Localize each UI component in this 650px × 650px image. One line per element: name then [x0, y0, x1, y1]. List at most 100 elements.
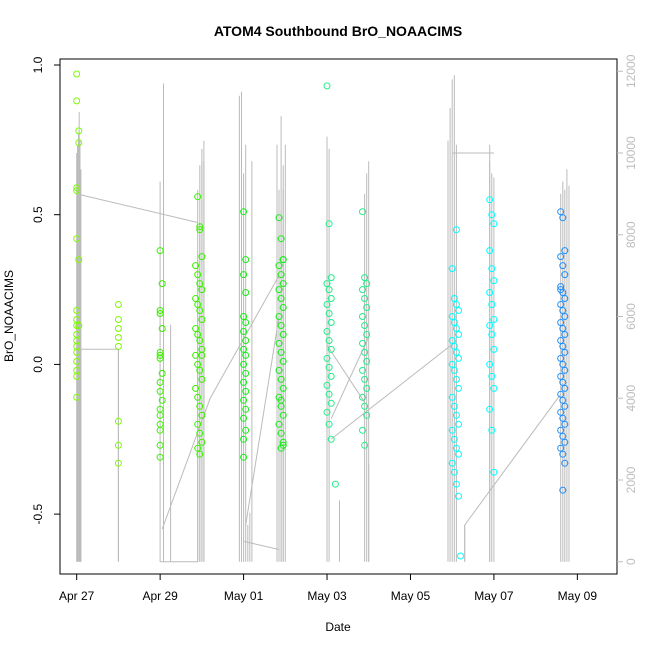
data-point: [277, 295, 285, 302]
data-point: [359, 366, 366, 374]
data-point: [192, 384, 200, 392]
data-point: [275, 420, 283, 428]
data-point: [194, 193, 202, 201]
data-point: [279, 441, 287, 449]
data-point: [196, 402, 204, 410]
data-point: [325, 390, 333, 398]
data-point: [557, 354, 565, 362]
data-point: [557, 444, 565, 452]
data-point: [561, 313, 569, 320]
data-point: [559, 486, 567, 494]
y2-tick-label: 4000: [624, 385, 638, 412]
data-point: [325, 337, 333, 344]
data-point: [73, 322, 81, 329]
data-point: [156, 247, 164, 255]
data-point: [486, 360, 494, 368]
data-point: [359, 313, 366, 320]
data-point: [156, 354, 164, 362]
data-point: [359, 393, 366, 401]
y2-tick-label: 0: [624, 558, 638, 565]
data-point: [327, 274, 335, 282]
data-point: [114, 459, 122, 467]
data-point: [240, 396, 248, 404]
data-point: [156, 387, 164, 395]
data-point: [557, 372, 565, 380]
data-point: [240, 345, 248, 353]
data-point: [114, 316, 122, 323]
x-tick-label: Apr 29: [142, 589, 178, 603]
data-point: [242, 319, 250, 326]
data-point: [156, 310, 164, 317]
data-point: [448, 313, 456, 320]
data-point: [448, 337, 456, 344]
data-point: [240, 271, 248, 279]
data-point: [198, 316, 206, 323]
axes: Apr 27 Apr 29 May 01 May 03 May 05 May 07 May …: [31, 54, 638, 603]
data-point: [194, 420, 202, 428]
data-point: [450, 402, 458, 410]
data-point: [192, 295, 200, 302]
data-point: [561, 420, 569, 428]
data-point: [242, 426, 250, 434]
data-point: [156, 411, 164, 419]
data-point: [73, 348, 81, 356]
data-point: [488, 331, 496, 338]
data-point: [486, 196, 494, 204]
data-point: [557, 337, 565, 344]
data-point: [559, 307, 567, 314]
data-point: [325, 420, 333, 428]
data-point: [559, 262, 567, 270]
data-point: [277, 271, 285, 279]
data-point: [448, 426, 456, 434]
data-point: [557, 390, 565, 398]
data-point: [198, 286, 206, 294]
data-point: [452, 301, 460, 308]
data-point: [198, 375, 206, 383]
data-point: [359, 426, 366, 434]
data-point: [75, 256, 83, 264]
x-tick-label: May 09: [558, 589, 598, 603]
data-point: [196, 226, 204, 234]
data-point: [561, 402, 569, 410]
data-point: [448, 459, 456, 467]
data-point: [325, 220, 333, 228]
data-point: [488, 372, 496, 380]
data-point: [559, 450, 567, 458]
data-point: [277, 375, 285, 383]
data-point: [327, 345, 335, 353]
data-point: [361, 402, 369, 410]
data-point: [455, 450, 462, 458]
data-point: [450, 435, 458, 443]
data-point: [277, 235, 285, 243]
data-point: [196, 429, 204, 437]
data-point: [455, 307, 462, 314]
data-point: [559, 214, 567, 222]
data-point: [114, 417, 122, 425]
data-point: [323, 301, 331, 308]
data-point: [73, 187, 81, 195]
data-point: [73, 307, 81, 314]
data-point: [361, 375, 369, 383]
data-point: [156, 426, 164, 434]
data-point: [73, 235, 81, 243]
data-point: [450, 319, 458, 326]
data-point: [114, 301, 122, 308]
data-point: [490, 468, 498, 476]
data-point: [561, 295, 569, 302]
y2-tick-label: 2000: [624, 466, 638, 493]
data-point: [75, 322, 83, 329]
data-point: [196, 223, 204, 231]
data-point: [490, 384, 498, 392]
data-point: [194, 271, 202, 279]
data-point: [323, 408, 331, 416]
data-point: [242, 289, 250, 296]
data-point: [156, 307, 164, 314]
data-point: [156, 453, 164, 461]
data-point: [114, 325, 122, 332]
altitude-transit-line: [76, 193, 198, 223]
data-point: [452, 348, 460, 356]
data-point: [559, 378, 567, 386]
data-point: [277, 348, 285, 356]
